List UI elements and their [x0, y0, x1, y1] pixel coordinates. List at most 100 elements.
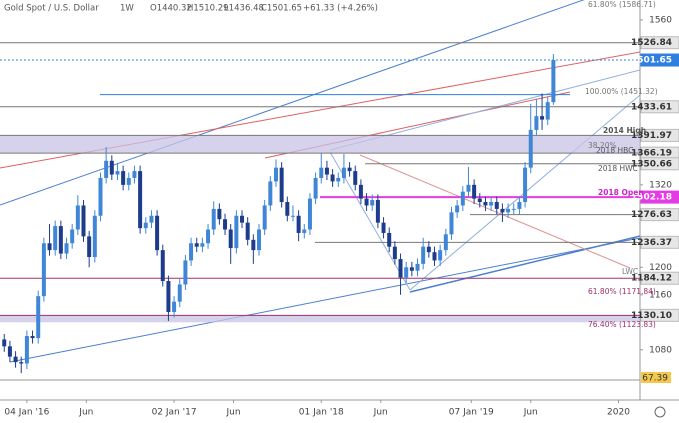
y-tick-label: 1200 [649, 263, 672, 273]
candle-body [121, 171, 126, 185]
level-label-box [640, 157, 679, 171]
header-value: L1436.48 [224, 4, 264, 14]
candle-body [392, 246, 397, 260]
y-tick-label: 1080 [649, 345, 672, 355]
candle-body [511, 208, 516, 210]
annotation: 61.80% (1171.84) [588, 287, 656, 296]
candle-body [126, 177, 131, 185]
candle-body [460, 191, 465, 206]
annotation: 2018 HWC [598, 164, 638, 173]
candle-body [398, 259, 403, 278]
x-tick-label: 01 Jan '18 [299, 408, 344, 418]
level-label: 1366.19 [631, 149, 672, 159]
candle-body [115, 171, 120, 175]
candle-body [353, 171, 358, 185]
candle-body [223, 219, 228, 230]
candle-body [70, 229, 75, 244]
candle-body [500, 208, 505, 213]
candle-body [47, 243, 52, 251]
annotation: 61.80% (1586.71) [588, 0, 656, 9]
candle-body [104, 160, 109, 178]
candle-body [545, 102, 550, 120]
candle-body [341, 167, 346, 178]
annotation: LWC [622, 267, 638, 276]
candle-body [149, 215, 154, 223]
candle-body [324, 167, 329, 175]
candle-body [472, 184, 477, 199]
annotation: 2018 Open [598, 188, 644, 197]
header-value: H1510.29 [187, 4, 229, 14]
header-value: O1440.32 [150, 4, 192, 14]
candle-body [268, 181, 273, 206]
candle-body [257, 229, 262, 251]
x-tick-label: 07 Jan '19 [449, 408, 494, 418]
candle-body [172, 301, 177, 312]
annotation: 76.40% (1123.83) [588, 320, 656, 329]
candle-body [489, 202, 494, 206]
candle-body [330, 174, 335, 182]
candle-body [364, 198, 369, 206]
annotation: 2014 High [603, 126, 646, 135]
candle-body [13, 356, 18, 363]
x-tick-label: Jun [373, 408, 388, 418]
candle-body [347, 167, 352, 172]
annotation: 100.00% (1451.32) [585, 87, 658, 96]
candle-body [228, 229, 233, 249]
candle-body [273, 167, 278, 182]
candle-body [534, 116, 539, 130]
y-tick-label: 1320 [649, 180, 672, 190]
candle-body [517, 202, 522, 209]
candle-body [245, 222, 250, 240]
trend-line [359, 154, 631, 269]
header-value: C1501.65 [261, 4, 302, 14]
candle-body [177, 284, 182, 302]
interval: 1W [120, 4, 134, 14]
candle-body [528, 129, 533, 168]
candle-body [36, 296, 41, 339]
candle-body [432, 252, 437, 261]
candle-body [200, 243, 205, 247]
candle-body [404, 267, 409, 278]
candle-body [211, 208, 216, 230]
candle-body [143, 222, 148, 229]
level-label-box [640, 271, 679, 285]
candle-body [2, 339, 7, 347]
candle-body [375, 199, 380, 223]
level-label-box [640, 100, 679, 114]
candle-body [206, 229, 211, 244]
annotation: 2018 HBC [596, 146, 633, 155]
level-label-box [640, 53, 679, 67]
level-label: 1501.65 [631, 56, 672, 66]
candle-body [506, 208, 511, 213]
candle-body [290, 215, 295, 217]
candle-body [370, 199, 375, 206]
settings-icon[interactable] [654, 406, 666, 418]
candle-body [285, 202, 290, 216]
level-label: 1276.63 [631, 210, 672, 220]
x-tick-label: 2020 [607, 408, 630, 418]
x-tick-label: 02 Jan '17 [152, 408, 197, 418]
candle-body [551, 60, 556, 103]
level-label-box [640, 190, 679, 204]
candle-body [494, 202, 499, 209]
candle-body [24, 336, 29, 364]
candle-body [217, 208, 222, 220]
candle-body [307, 198, 312, 230]
candle-body [64, 243, 69, 254]
trend-line [9, 237, 641, 363]
chart-title: Gold Spot / U.S. Dollar [4, 4, 99, 14]
x-tick-label: 04 Jan '16 [4, 408, 49, 418]
candle-body [53, 226, 58, 251]
candle-body [87, 236, 92, 257]
candle-body [160, 250, 165, 282]
candle-body [381, 222, 386, 233]
candle-body [7, 346, 12, 357]
x-tick-label: Jun [78, 408, 93, 418]
candle-body [466, 184, 471, 192]
candle-body [98, 177, 103, 216]
candle-body [540, 116, 545, 120]
level-label-box [640, 208, 679, 222]
annotation: 38.20% [588, 141, 617, 150]
candle-body [426, 246, 431, 253]
